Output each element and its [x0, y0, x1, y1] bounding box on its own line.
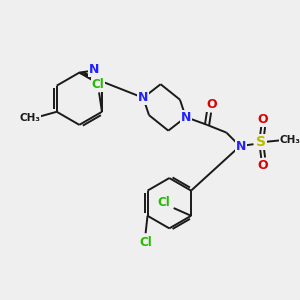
Text: N: N [138, 91, 148, 104]
Text: CH₃: CH₃ [280, 135, 300, 145]
Text: Cl: Cl [92, 78, 104, 91]
Text: N: N [181, 111, 191, 124]
Text: O: O [258, 112, 268, 125]
Text: N: N [89, 63, 99, 76]
Text: O: O [207, 98, 217, 111]
Text: CH₃: CH₃ [19, 112, 40, 123]
Text: N: N [236, 140, 246, 153]
Text: Cl: Cl [158, 196, 170, 209]
Text: Cl: Cl [139, 236, 152, 249]
Text: S: S [256, 135, 266, 149]
Text: O: O [258, 159, 268, 172]
